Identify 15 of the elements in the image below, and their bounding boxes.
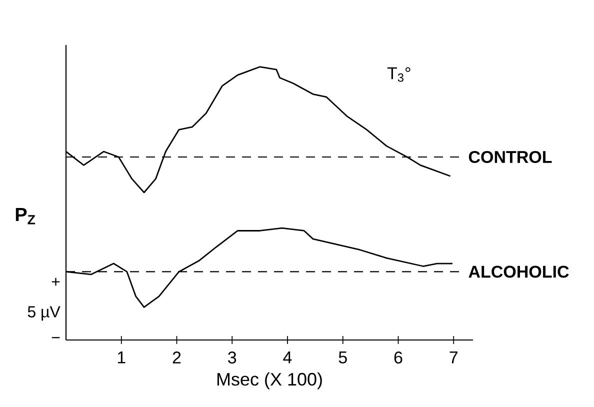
- annotation: T$_{3}$°: [387, 67, 410, 82]
- x-tick-label: 3: [228, 352, 236, 364]
- x-tick-label: 6: [394, 352, 402, 364]
- x-axis-title: Msec (X 100): [217, 372, 322, 390]
- x-tick-label: 1: [118, 352, 126, 364]
- ref-line-label: ALCOHOLIC: [468, 266, 569, 278]
- x-tick-label: 7: [450, 352, 458, 364]
- ref-line-label: CONTROL: [468, 150, 552, 164]
- text: +: [52, 278, 60, 286]
- text: 5 µV: [28, 306, 60, 321]
- y-axis-title: P$_{Z}$: [16, 208, 36, 224]
- x-tick-label: 4: [283, 352, 292, 364]
- x-tick-label: 2: [172, 352, 181, 364]
- x-tick-label: 5: [338, 352, 347, 364]
- text: −: [52, 337, 60, 338]
